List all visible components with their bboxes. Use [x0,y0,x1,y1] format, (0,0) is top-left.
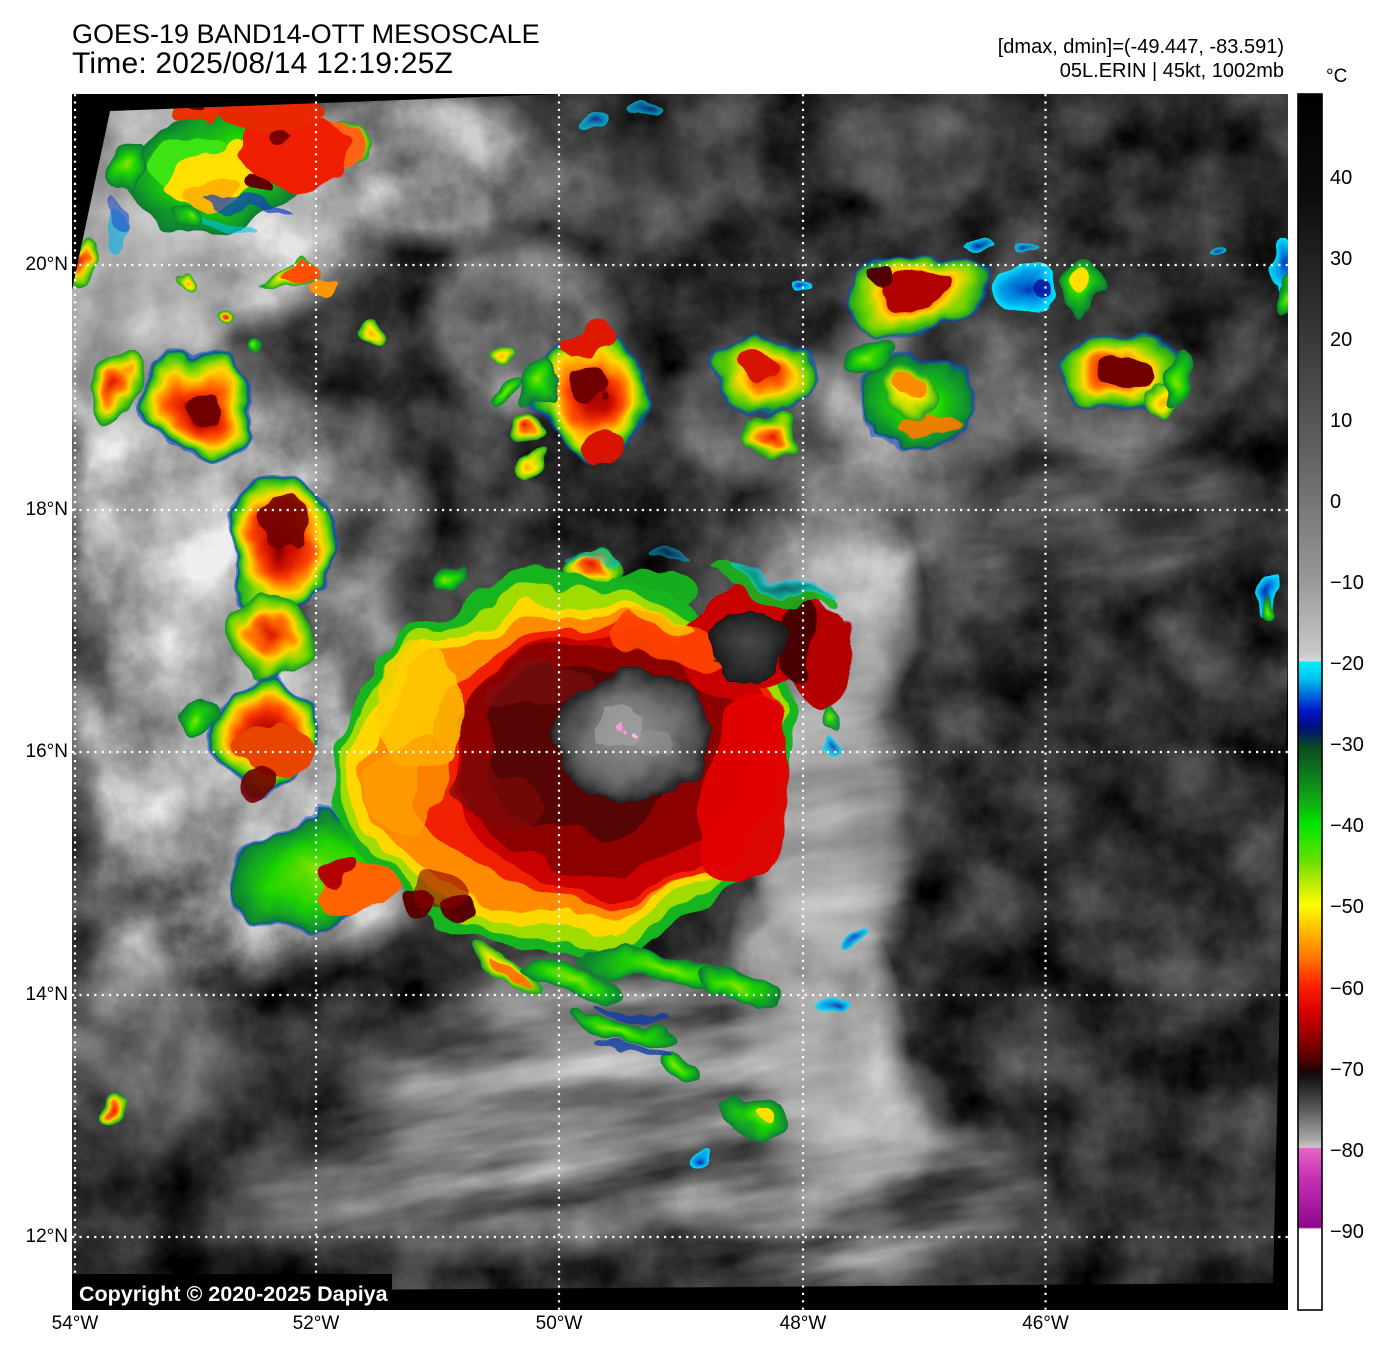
svg-text:Copyright © 2020-2025 Dapiya: Copyright © 2020-2025 Dapiya [79,1282,389,1306]
